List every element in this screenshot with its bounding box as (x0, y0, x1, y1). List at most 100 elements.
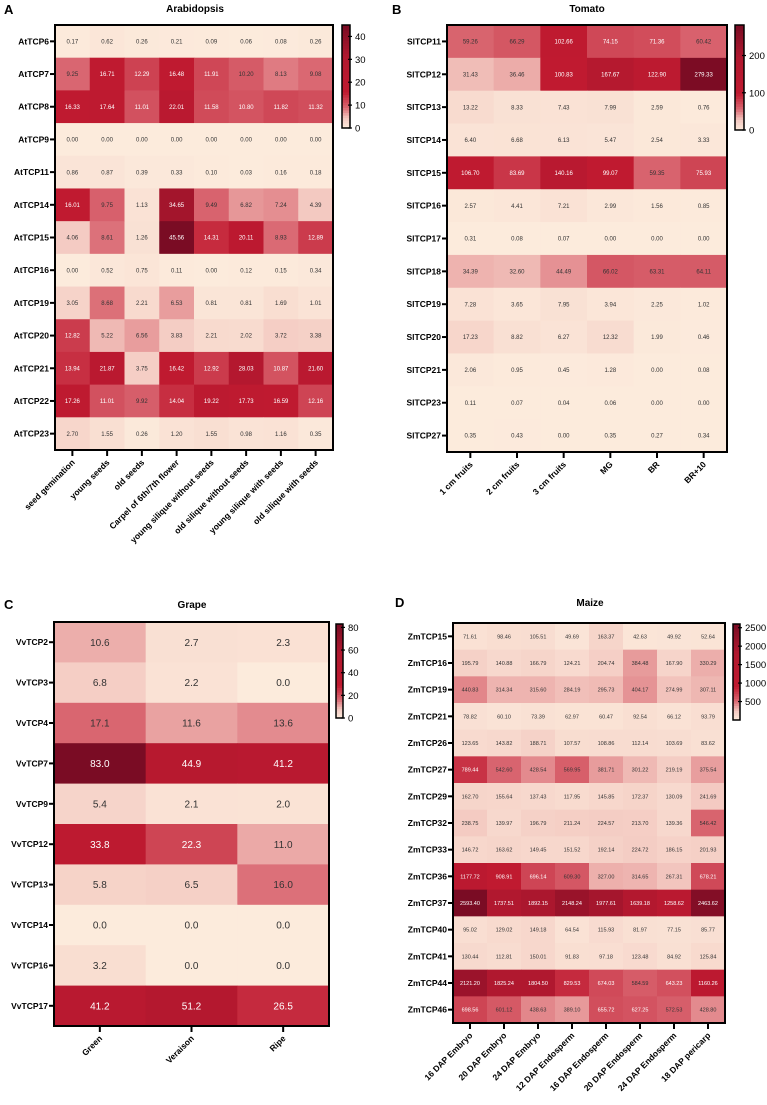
colorbar-segment (342, 102, 350, 106)
cell-value-label: 5.4 (93, 799, 107, 810)
cell-value-label: 78.82 (463, 714, 477, 720)
row-label: ZmTCP26 (408, 738, 447, 748)
heatmap-cell (55, 123, 91, 157)
colorbar-segment (342, 40, 350, 44)
cell-value-label: 674.03 (598, 981, 615, 987)
heatmap-cell (493, 57, 541, 92)
heatmap-cell (124, 90, 160, 124)
cell-value-label: 314.34 (496, 688, 513, 694)
colorbar-segment (336, 663, 343, 667)
heatmap-cell (657, 783, 692, 811)
cell-value-label: 0.00 (698, 401, 710, 407)
colorbar-segment (336, 687, 343, 691)
row-label: AtTCP9 (18, 134, 49, 144)
heatmap-cell (540, 287, 588, 322)
cell-value-label: 130.09 (666, 794, 683, 800)
cell-value-label: 12.82 (65, 334, 81, 340)
cell-value-label: 315.60 (530, 688, 547, 694)
cell-value-label: 279.33 (694, 72, 713, 78)
heatmap-cell (589, 649, 624, 677)
colorbar-segment (336, 680, 343, 684)
heatmap-cell (228, 319, 264, 353)
heatmap-cell (493, 287, 541, 322)
colorbar-segment (735, 90, 744, 94)
heatmap-cell (540, 123, 588, 157)
cell-value-label: 678.21 (700, 874, 717, 880)
colorbar-segment (336, 685, 343, 688)
cell-value-label: 546.42 (700, 821, 717, 827)
cell-value-label: 0.0 (276, 678, 290, 689)
cell-value-label: 0.11 (171, 268, 183, 274)
cell-value-label: 2148.24 (562, 901, 582, 907)
cell-value-label: 219.19 (666, 768, 683, 774)
heatmap-cell (228, 253, 264, 287)
heatmap-cell (589, 729, 624, 757)
heatmap-cell (657, 623, 692, 651)
column-label: 12 DAP Endosperm (514, 1030, 577, 1093)
heatmap-cell (55, 25, 91, 59)
colorbar-segment (735, 48, 744, 52)
cell-value-label: 6.5 (185, 880, 199, 891)
heatmap-cell (680, 189, 728, 223)
colorbar-segment (735, 82, 744, 86)
heatmap-cell (228, 286, 264, 320)
column-label: 20 DAP Endosperm (582, 1030, 645, 1093)
heatmap-cell (555, 676, 590, 704)
cell-value-label: 1.99 (651, 335, 663, 341)
heatmap-cell (589, 703, 624, 731)
heatmap-cell (623, 836, 658, 864)
cell-value-label: 2121.20 (460, 981, 480, 987)
cell-value-label: 0.08 (698, 368, 710, 374)
row-label: AtTCP16 (14, 265, 50, 275)
cell-value-label: 13.22 (463, 105, 479, 111)
row-label: ZmTCP33 (408, 845, 447, 855)
cell-value-label: 1.01 (310, 301, 322, 307)
colorbar-segment (735, 69, 744, 73)
heatmap-cell (633, 57, 681, 92)
column-label: Ripe (267, 1033, 287, 1053)
cell-value-label: 42.63 (633, 634, 647, 640)
heatmap-cell (493, 419, 541, 453)
panel-letter: A (4, 2, 14, 17)
cell-value-label: 107.57 (564, 741, 581, 747)
heatmap-cell (657, 676, 692, 704)
colorbar-segment (336, 703, 343, 707)
heatmap-cell (487, 676, 522, 704)
heatmap-cell (487, 916, 522, 944)
heatmap-cell (298, 417, 334, 451)
colorbar-segment (342, 109, 350, 114)
heatmap-cell (521, 649, 556, 677)
colorbar-tick-label: 0 (348, 714, 353, 725)
row-label: ZmTCP32 (408, 818, 447, 828)
heatmap-cell (623, 863, 658, 891)
heatmap-cell (691, 676, 726, 704)
cell-value-label: 0.0 (185, 961, 199, 972)
heatmap-cell (54, 783, 147, 825)
heatmap-cell (55, 351, 91, 386)
cell-value-label: 16.33 (65, 105, 81, 111)
cell-value-label: 0.00 (310, 138, 322, 144)
panel-letter: C (4, 597, 14, 612)
cell-value-label: 66.12 (667, 714, 681, 720)
colorbar-segment (336, 668, 343, 672)
heatmap-cell (89, 57, 125, 91)
row-label: VvTCP14 (11, 920, 48, 930)
colorbar-segment (336, 652, 343, 656)
heatmap-cell (521, 703, 556, 731)
heatmap-cell (487, 969, 522, 997)
cell-value-label: 84.92 (667, 954, 681, 960)
heatmap-cell (145, 622, 238, 663)
heatmap-cell (89, 253, 125, 287)
heatmap-cell (633, 90, 681, 124)
cell-value-label: 1.56 (651, 204, 663, 210)
cell-value-label: 52.64 (701, 634, 715, 640)
cell-value-label: 0.0 (276, 921, 290, 932)
cell-value-label: 0.81 (206, 301, 218, 307)
colorbar-tick-label: 40 (355, 32, 366, 43)
heatmap-cell (145, 783, 238, 825)
colorbar-segment (733, 633, 740, 637)
heatmap-cell (124, 155, 160, 189)
cell-value-label: 0.00 (67, 268, 79, 274)
heatmap-cell (623, 969, 658, 997)
colorbar-segment (735, 51, 744, 55)
